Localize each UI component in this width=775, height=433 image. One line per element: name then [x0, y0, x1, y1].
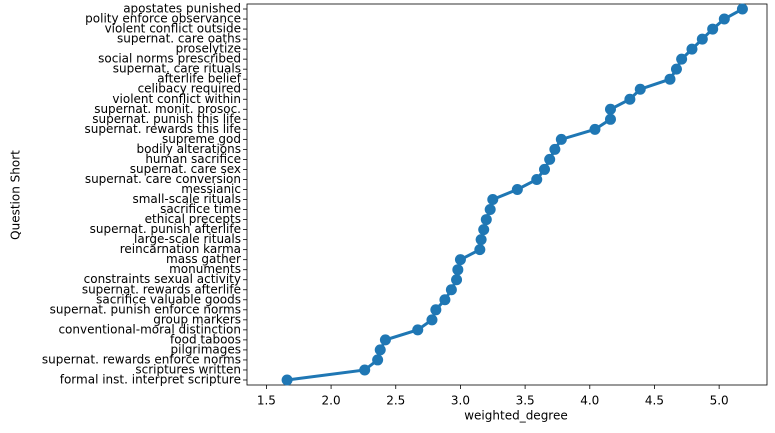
point: [487, 194, 499, 206]
point: [670, 63, 682, 75]
point: [478, 224, 490, 236]
y-tick-label: large-scale rituals: [134, 232, 241, 246]
y-tick-label: supernat. care conversion: [85, 172, 241, 186]
y-tick-label: scriptures written: [135, 362, 241, 376]
x-tick-label: 1.5: [257, 394, 276, 408]
point: [736, 3, 748, 15]
y-tick-label: apostates punished: [123, 2, 241, 16]
y-tick-label: supernat. care rituals: [113, 62, 241, 76]
x-tick-label: 3.0: [451, 394, 470, 408]
point: [474, 244, 486, 256]
y-tick-label: supernat. punish this life: [92, 112, 241, 126]
point: [511, 183, 523, 195]
y-tick-label: monuments: [169, 262, 241, 276]
point: [696, 33, 708, 45]
y-tick-label: proselytize: [176, 42, 241, 56]
y-tick-label: supernat. care oaths: [117, 32, 241, 46]
x-tick-label: 2.5: [386, 394, 405, 408]
plot-frame: [246, 3, 768, 386]
point: [359, 364, 371, 376]
y-tick-label: bodily alterations: [137, 142, 241, 156]
y-tick-label: supernat. rewards afterlife: [82, 282, 241, 296]
point: [451, 274, 463, 286]
point: [676, 53, 688, 65]
point: [555, 133, 567, 145]
y-tick-label: food taboos: [170, 332, 241, 346]
y-tick-label: conventional-moral distinction: [58, 322, 241, 336]
point: [604, 103, 616, 115]
y-tick-label: sacrifice valuable goods: [96, 292, 241, 306]
point: [718, 13, 730, 25]
x-tick-label: 4.5: [645, 394, 664, 408]
point: [664, 73, 676, 85]
point: [686, 43, 698, 55]
point: [480, 214, 492, 226]
x-axis-label: weighted_degree: [464, 409, 568, 423]
y-tick-label: afterlife belief: [157, 72, 242, 86]
point: [379, 334, 391, 346]
y-tick-label: polity enforce observance: [85, 12, 241, 26]
y-tick-label: supernat. monit. prosoc.: [94, 102, 241, 116]
y-tick-label: constraints sexual activity: [84, 272, 241, 286]
point: [445, 284, 457, 296]
y-tick-label: small-scale rituals: [132, 192, 241, 206]
point: [624, 93, 636, 105]
y-tick-label: messianic: [181, 182, 241, 196]
y-tick-label: social norms prescribed: [98, 52, 241, 66]
y-tick-label: violent conflict outside: [105, 22, 241, 36]
y-tick-label: human sacrifice: [145, 152, 241, 166]
y-tick-label: supernat. punish afterlife: [90, 222, 241, 236]
point: [484, 204, 496, 216]
y-tick-label: celibacy required: [138, 82, 241, 96]
y-tick-label: mass gather: [166, 252, 241, 266]
y-tick-label: supernat. rewards enforce norms: [42, 352, 241, 366]
point: [281, 374, 293, 386]
point: [426, 314, 438, 326]
y-tick-label: formal inst. interpret scripture: [60, 372, 241, 386]
point: [707, 23, 719, 35]
point: [374, 344, 386, 356]
point: [604, 113, 616, 125]
y-tick-label: supernat. rewards this life: [85, 122, 242, 136]
point: [430, 304, 442, 316]
y-tick-label: pilgrimages: [171, 342, 241, 356]
point: [531, 173, 543, 185]
x-tick-label: 3.5: [516, 394, 535, 408]
y-tick-label: reincarnation karma: [120, 242, 241, 256]
point: [439, 294, 451, 306]
point: [412, 324, 424, 336]
point: [549, 143, 561, 155]
point: [372, 354, 384, 366]
x-tick-label: 2.0: [322, 394, 341, 408]
point: [539, 163, 551, 175]
y-tick-label: ethical precepts: [145, 212, 241, 226]
x-tick-label: 5.0: [710, 394, 729, 408]
point: [634, 83, 646, 95]
point: [454, 254, 466, 266]
point: [475, 234, 487, 246]
y-tick-label: supernat. care sex: [130, 162, 241, 176]
x-tick-label: 4.0: [580, 394, 599, 408]
y-tick-label: supernat. punish enforce norms: [50, 302, 241, 316]
y-tick-label: sacrifice time: [160, 202, 241, 216]
y-tick-label: supreme god: [162, 132, 241, 146]
point: [589, 123, 601, 135]
y-tick-label: violent conflict within: [112, 92, 241, 106]
point: [452, 264, 464, 276]
point: [544, 153, 556, 165]
y-tick-label: group markers: [153, 312, 241, 326]
y-axis-label: Question Short: [9, 150, 23, 240]
